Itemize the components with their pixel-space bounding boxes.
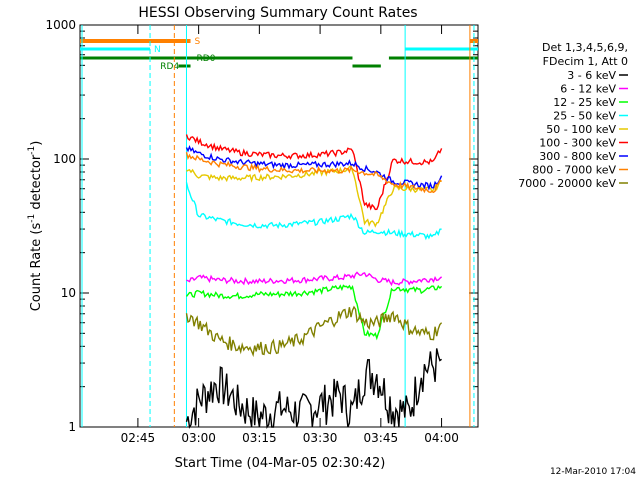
y-tick-label: 100 <box>53 152 76 166</box>
legend-entry-label: 25 - 50 keV <box>553 110 616 123</box>
legend-entry-label: 300 - 800 keV <box>539 150 616 163</box>
rd4-label: RD4 <box>160 62 179 72</box>
legend-header-line: Det 1,3,4,5,6,9, <box>542 41 628 54</box>
series-line-3 <box>185 284 443 341</box>
legend-entry-label: 7000 - 20000 keV <box>518 177 616 190</box>
x-tick-label: 02:45 <box>121 431 156 445</box>
legend-entry-label: 3 - 6 keV <box>567 69 616 82</box>
series-line-7 <box>185 145 443 191</box>
legend-entry-label: 6 - 12 keV <box>560 83 616 96</box>
y-tick-label: 10 <box>61 286 76 300</box>
series-line-4 <box>185 182 442 241</box>
x-tick-label: 03:45 <box>364 431 399 445</box>
footer-date: 12-Mar-2010 17:04 <box>550 467 636 477</box>
series-line-2 <box>186 271 443 287</box>
x-tick-label: 03:00 <box>181 431 216 445</box>
legend-header-line: FDecim 1, Att 0 <box>543 55 628 68</box>
x-tick-label: 03:15 <box>242 431 277 445</box>
series-line-1 <box>185 348 443 430</box>
legend-entry-label: 800 - 7000 keV <box>532 164 616 177</box>
legend-entry-label: 50 - 100 keV <box>546 123 616 136</box>
y-tick-label: 1000 <box>45 18 76 32</box>
y-tick-label: 1 <box>68 420 76 434</box>
rd0-label: RD0 <box>197 54 216 64</box>
series-line-6 <box>185 134 443 211</box>
y-axis-label: Count Rate (s-1 detector-1) <box>27 141 44 312</box>
legend-entry-label: 100 - 300 keV <box>539 137 616 150</box>
x-axis-label: Start Time (04-Mar-05 02:30:42) <box>175 456 386 471</box>
series-line-8 <box>185 152 442 194</box>
legend-entry-label: 12 - 25 keV <box>553 96 616 109</box>
chart-title: HESSI Observing Summary Count Rates <box>138 5 417 21</box>
n-flag-label: N <box>154 45 161 55</box>
s-flag-label: S <box>195 37 201 47</box>
series-line-9 <box>185 305 443 358</box>
series-line-5 <box>186 165 442 228</box>
x-tick-label: 03:30 <box>303 431 338 445</box>
x-tick-label: 04:00 <box>424 431 459 445</box>
plot-frame <box>79 24 479 428</box>
